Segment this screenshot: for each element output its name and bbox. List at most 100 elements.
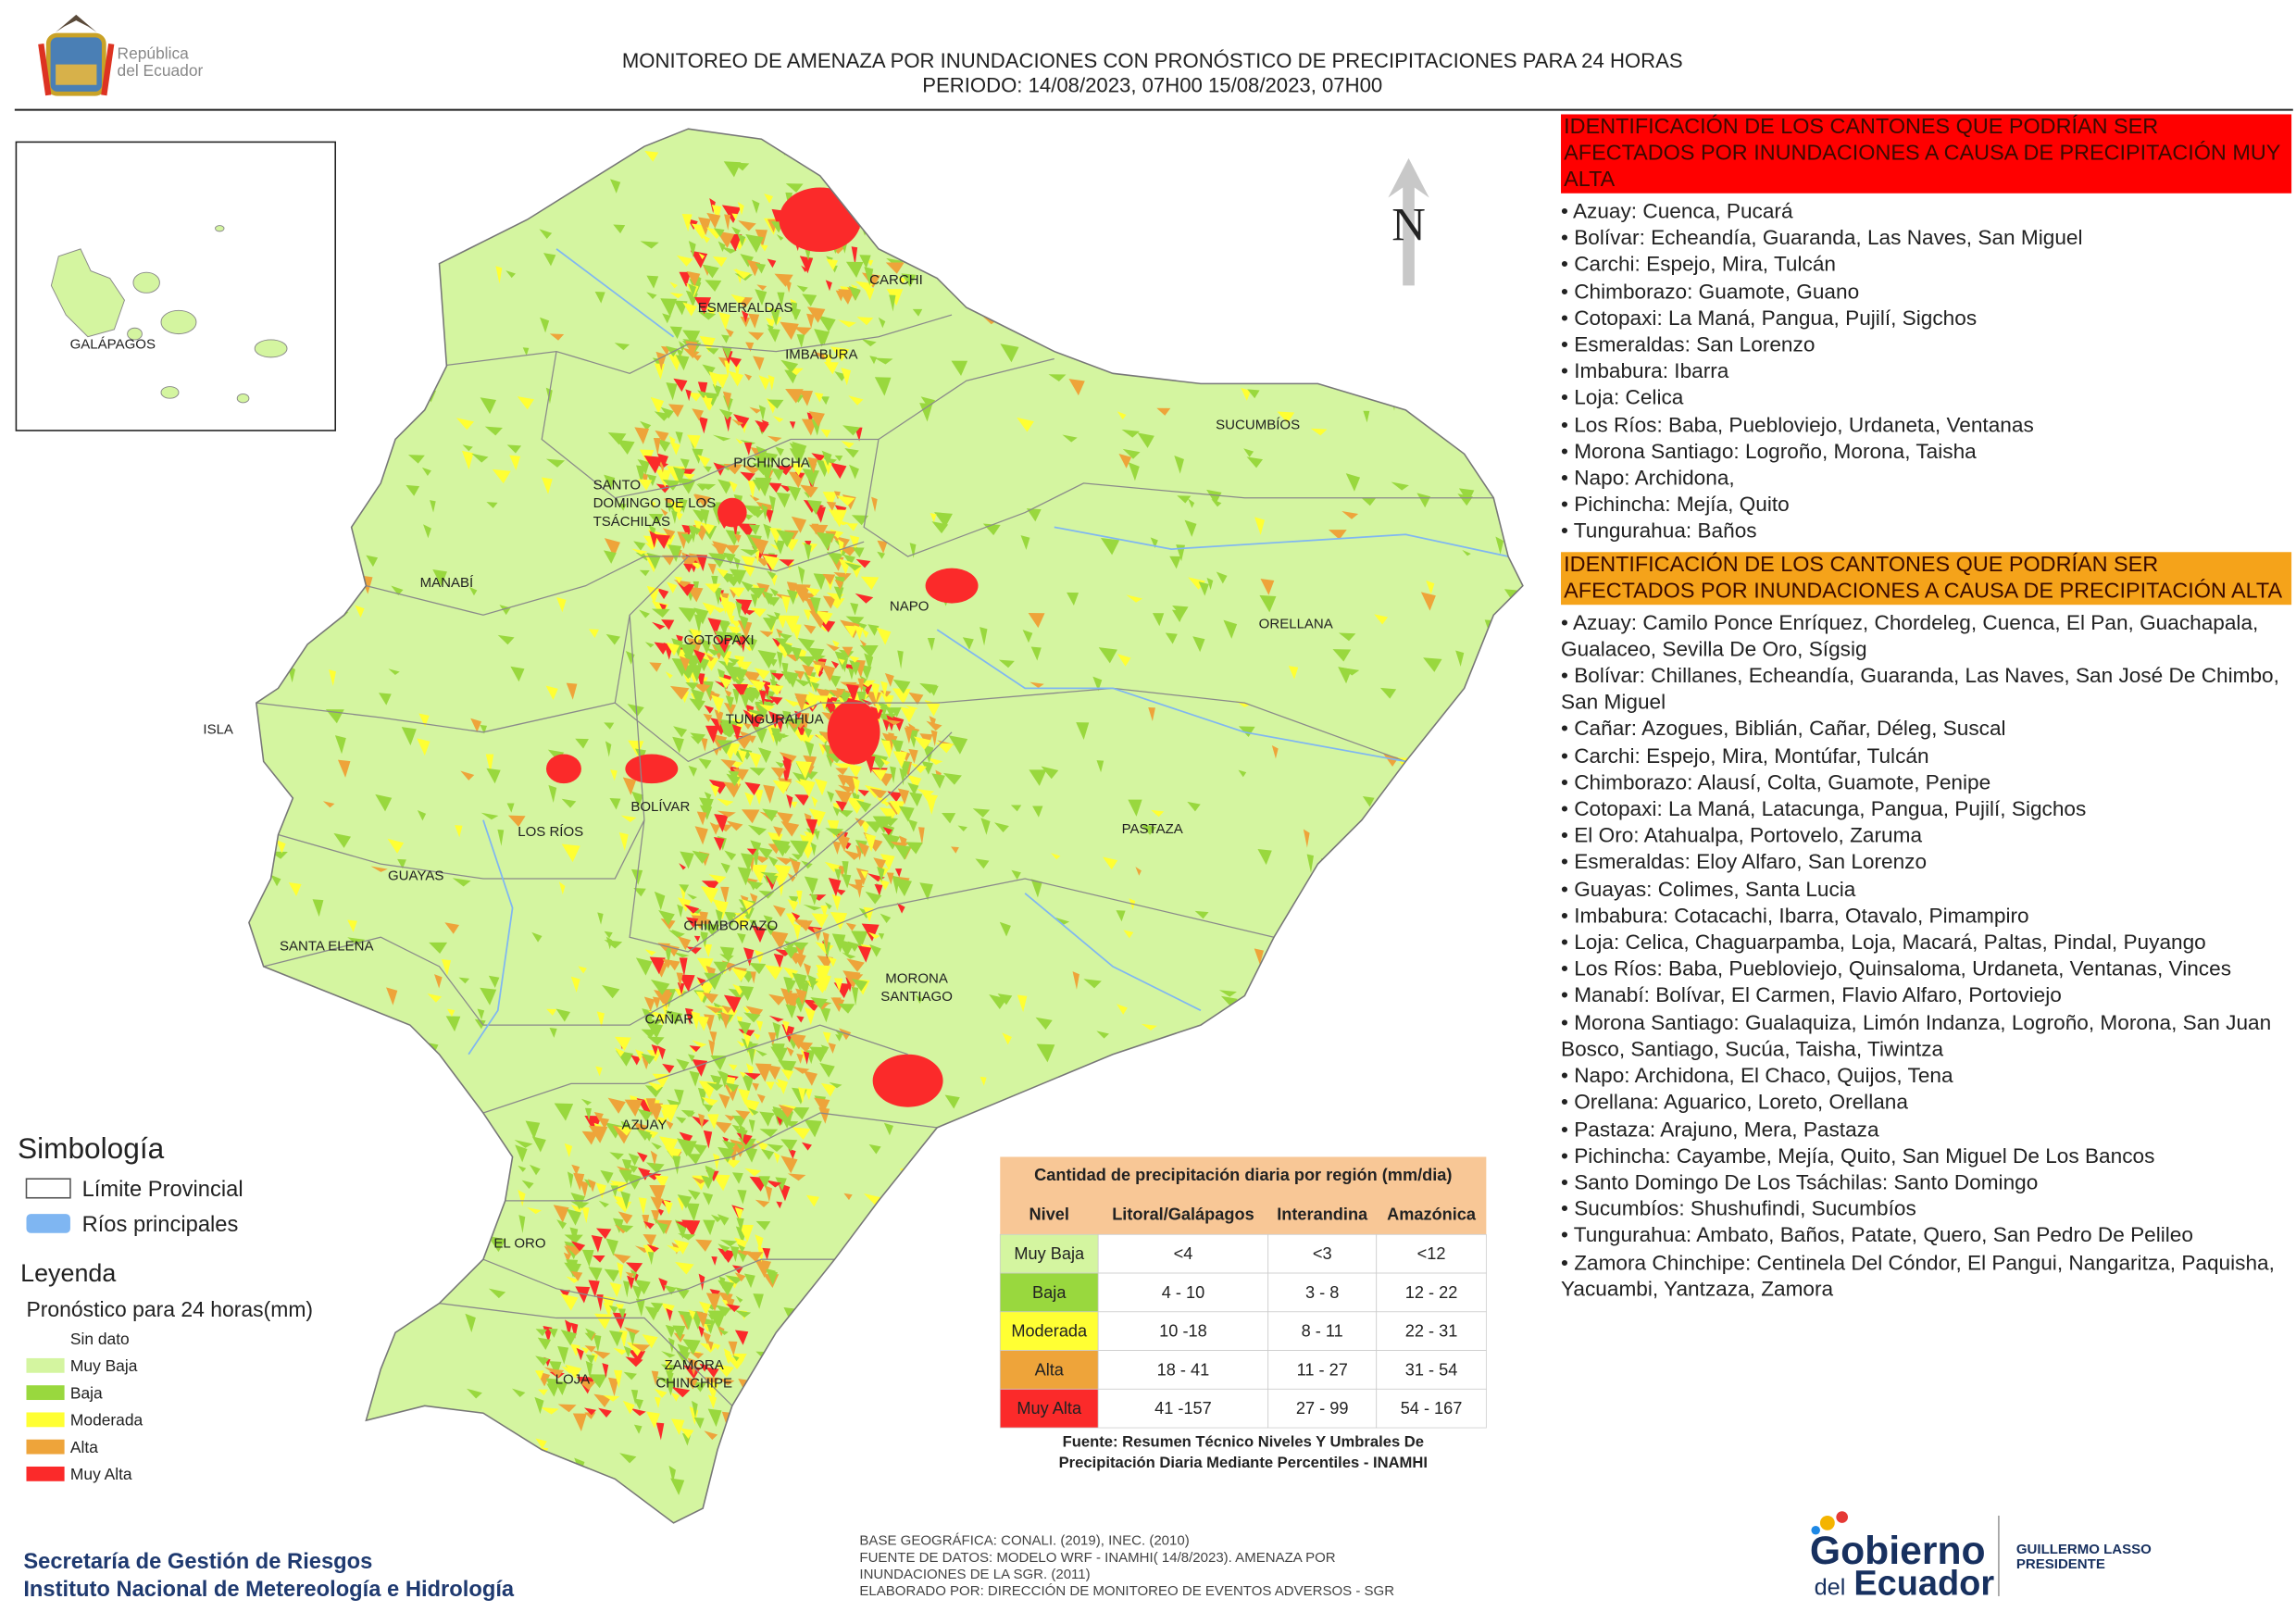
cell	[905, 1410, 915, 1422]
cell	[830, 346, 850, 362]
cell	[701, 1096, 718, 1106]
cell	[980, 1076, 987, 1086]
cell	[725, 1296, 735, 1311]
table-cell: 11 - 27	[1297, 1360, 1348, 1379]
cell	[842, 952, 856, 959]
cell	[799, 256, 814, 274]
cell	[767, 374, 775, 391]
cell	[1337, 354, 1355, 369]
cell	[650, 1302, 664, 1313]
cell	[720, 759, 736, 769]
cell	[583, 1407, 597, 1416]
cell	[660, 406, 674, 419]
cell	[731, 1124, 741, 1131]
cell	[705, 1381, 719, 1401]
cell	[1362, 795, 1375, 807]
cell	[741, 310, 749, 323]
cell	[931, 521, 949, 534]
cell	[714, 814, 729, 832]
cell	[689, 628, 702, 644]
cell	[662, 479, 680, 491]
cell	[1324, 1488, 1340, 1501]
cell	[815, 610, 833, 625]
cell	[1098, 647, 1117, 664]
cell	[711, 204, 722, 222]
cell	[355, 1021, 375, 1038]
cell	[692, 1177, 706, 1184]
cell	[646, 1081, 664, 1092]
cell	[895, 1273, 905, 1291]
cell	[662, 528, 676, 541]
cell	[549, 333, 565, 341]
cell	[861, 628, 869, 639]
cell	[793, 678, 811, 687]
cell	[722, 391, 732, 408]
cell	[386, 987, 398, 1006]
cell	[960, 1129, 967, 1140]
cell	[1354, 957, 1368, 971]
cell	[742, 1032, 752, 1048]
cell	[728, 625, 742, 634]
cell	[891, 739, 904, 756]
cell	[620, 1191, 630, 1209]
list-item: • Bolívar: Echeandía, Guaranda, Las Nave…	[1561, 227, 2083, 251]
cell	[813, 664, 821, 678]
cell	[398, 142, 408, 161]
cell	[522, 347, 530, 356]
cell	[1306, 854, 1314, 873]
cell	[560, 1330, 578, 1346]
cell	[775, 446, 784, 456]
cell	[1379, 1519, 1391, 1523]
cell	[705, 227, 724, 240]
list-item: • Carchi: Espejo, Mira, Montúfar, Tulcán	[1561, 744, 1929, 768]
cell	[770, 767, 786, 780]
cell	[689, 698, 705, 711]
cell	[696, 977, 706, 987]
cell	[963, 1117, 974, 1132]
table-cell: <4	[1174, 1244, 1193, 1263]
cell	[609, 798, 621, 810]
cell	[703, 943, 713, 958]
list-heading: IDENTIFICACIÓN DE LOS CANTONES QUE PODRÍ…	[1561, 551, 2292, 605]
cell	[1520, 658, 1523, 678]
cell	[1162, 169, 1174, 181]
cell	[1260, 578, 1275, 595]
cell	[744, 373, 753, 381]
cell	[650, 396, 665, 414]
list-item: • Bolívar: Chillanes, Echeandía, Guarand…	[1561, 665, 2279, 716]
cell	[729, 568, 747, 585]
cell	[594, 292, 605, 304]
cell	[700, 885, 719, 904]
cell	[780, 1139, 798, 1152]
cell	[734, 640, 743, 646]
cell	[847, 667, 855, 681]
cell	[1246, 456, 1264, 468]
cell	[680, 643, 696, 663]
cell	[1050, 853, 1061, 860]
cell	[881, 832, 901, 850]
cell	[1142, 186, 1150, 206]
cell	[811, 913, 829, 929]
cell	[839, 1284, 850, 1300]
cell	[831, 893, 842, 911]
cell	[782, 710, 792, 730]
cell	[796, 334, 805, 348]
cell	[773, 864, 792, 882]
table-cell: 27 - 99	[1296, 1399, 1349, 1418]
cell	[838, 658, 845, 666]
logo	[38, 14, 115, 96]
cell	[665, 671, 673, 679]
cell	[732, 1355, 740, 1362]
cell	[789, 448, 805, 466]
cell	[803, 1070, 817, 1086]
table-cell: Moderada	[1011, 1322, 1088, 1341]
cell	[518, 1487, 532, 1497]
cell	[1416, 493, 1431, 508]
cell	[575, 1286, 591, 1304]
cell	[710, 605, 727, 613]
cell	[870, 682, 880, 702]
cell	[905, 705, 918, 711]
cell	[822, 931, 830, 951]
cell	[616, 1224, 634, 1232]
cell	[951, 846, 959, 854]
